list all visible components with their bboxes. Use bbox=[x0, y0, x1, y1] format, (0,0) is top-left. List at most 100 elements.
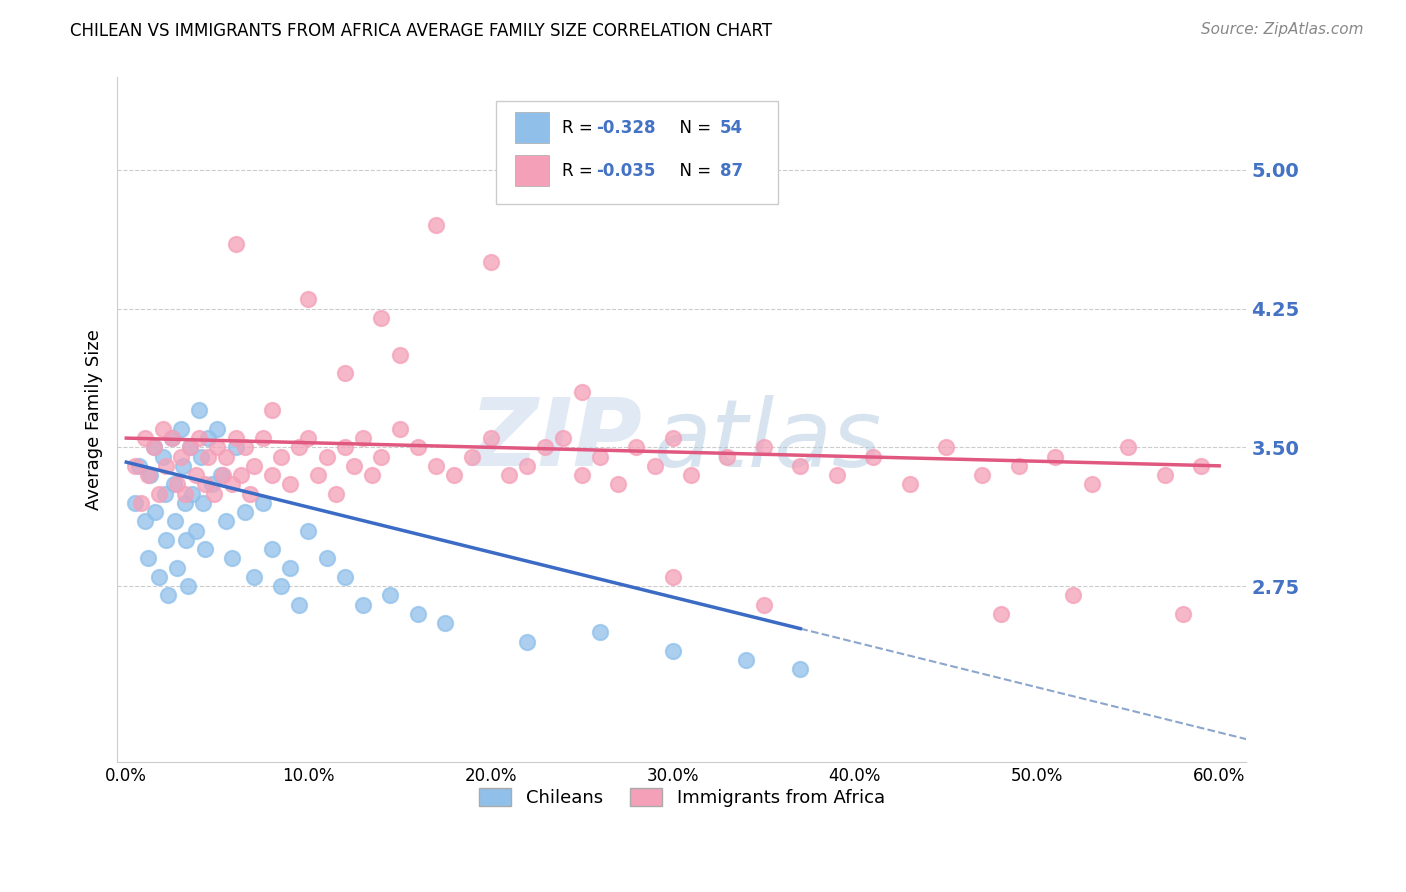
Point bbox=[229, 468, 252, 483]
Point bbox=[243, 458, 266, 473]
Point bbox=[136, 551, 159, 566]
Point bbox=[516, 458, 538, 473]
Point bbox=[406, 441, 429, 455]
Text: N =: N = bbox=[669, 161, 717, 180]
Point bbox=[972, 468, 994, 483]
Point bbox=[188, 431, 211, 445]
Point bbox=[315, 450, 337, 464]
Point bbox=[333, 570, 356, 584]
Point bbox=[307, 468, 329, 483]
Bar bbox=[515, 155, 548, 186]
Point bbox=[155, 458, 177, 473]
Point bbox=[194, 542, 217, 557]
Point bbox=[207, 422, 229, 436]
Point bbox=[370, 450, 392, 464]
Point bbox=[571, 384, 593, 399]
Point bbox=[406, 607, 429, 621]
Point bbox=[333, 441, 356, 455]
Point bbox=[170, 450, 193, 464]
Point bbox=[128, 458, 150, 473]
Point bbox=[1008, 458, 1031, 473]
Point bbox=[179, 441, 201, 455]
Point bbox=[170, 422, 193, 436]
Text: R =: R = bbox=[562, 119, 598, 136]
Text: R =: R = bbox=[562, 161, 598, 180]
Point bbox=[361, 468, 384, 483]
Point bbox=[278, 477, 301, 491]
Point bbox=[260, 542, 283, 557]
Point bbox=[202, 486, 225, 500]
Text: atlas: atlas bbox=[654, 394, 882, 485]
Legend: Chileans, Immigrants from Africa: Chileans, Immigrants from Africa bbox=[471, 780, 893, 814]
Point bbox=[201, 477, 224, 491]
Point bbox=[190, 450, 212, 464]
Point bbox=[165, 514, 187, 528]
Point bbox=[935, 441, 957, 455]
Point bbox=[136, 468, 159, 483]
Point bbox=[589, 450, 612, 464]
Point bbox=[752, 441, 775, 455]
Point bbox=[352, 431, 374, 445]
Point bbox=[145, 505, 167, 519]
Point bbox=[789, 458, 811, 473]
Point bbox=[479, 431, 502, 445]
Point bbox=[990, 607, 1012, 621]
Point bbox=[173, 496, 195, 510]
Point bbox=[553, 431, 575, 445]
Point bbox=[197, 450, 219, 464]
Point bbox=[288, 598, 311, 612]
Point bbox=[626, 441, 648, 455]
Point bbox=[270, 450, 292, 464]
Point bbox=[315, 551, 337, 566]
Point bbox=[188, 403, 211, 417]
Point bbox=[343, 458, 366, 473]
Text: -0.035: -0.035 bbox=[596, 161, 655, 180]
Point bbox=[184, 468, 207, 483]
Text: Source: ZipAtlas.com: Source: ZipAtlas.com bbox=[1201, 22, 1364, 37]
Point bbox=[862, 450, 884, 464]
Point bbox=[191, 496, 214, 510]
Point bbox=[571, 468, 593, 483]
Point bbox=[124, 496, 146, 510]
Point bbox=[225, 236, 247, 251]
Point bbox=[209, 468, 232, 483]
Point bbox=[172, 458, 194, 473]
Point bbox=[1062, 588, 1084, 602]
Point bbox=[225, 441, 247, 455]
Point bbox=[197, 431, 219, 445]
Point bbox=[898, 477, 921, 491]
Point bbox=[233, 441, 256, 455]
Point bbox=[177, 579, 200, 593]
Point bbox=[370, 310, 392, 325]
Text: N =: N = bbox=[669, 119, 717, 136]
Point bbox=[734, 653, 756, 667]
Point bbox=[160, 431, 183, 445]
Point bbox=[461, 450, 484, 464]
Point bbox=[260, 468, 283, 483]
Point bbox=[225, 431, 247, 445]
Point bbox=[661, 570, 683, 584]
Point bbox=[1045, 450, 1067, 464]
Point bbox=[194, 477, 217, 491]
Point bbox=[152, 422, 174, 436]
Point bbox=[215, 450, 238, 464]
Point bbox=[380, 588, 402, 602]
Point bbox=[260, 403, 283, 417]
Point bbox=[142, 441, 165, 455]
Point bbox=[270, 579, 292, 593]
Point bbox=[153, 486, 176, 500]
Point bbox=[1153, 468, 1175, 483]
Point bbox=[252, 431, 274, 445]
Point bbox=[516, 634, 538, 648]
Point bbox=[166, 560, 188, 574]
Point bbox=[1116, 441, 1139, 455]
Point bbox=[498, 468, 520, 483]
Point bbox=[166, 477, 188, 491]
Point bbox=[333, 367, 356, 381]
Point bbox=[252, 496, 274, 510]
Point bbox=[1080, 477, 1102, 491]
Point bbox=[825, 468, 848, 483]
Point bbox=[297, 524, 319, 538]
Point bbox=[139, 468, 162, 483]
Point bbox=[679, 468, 702, 483]
